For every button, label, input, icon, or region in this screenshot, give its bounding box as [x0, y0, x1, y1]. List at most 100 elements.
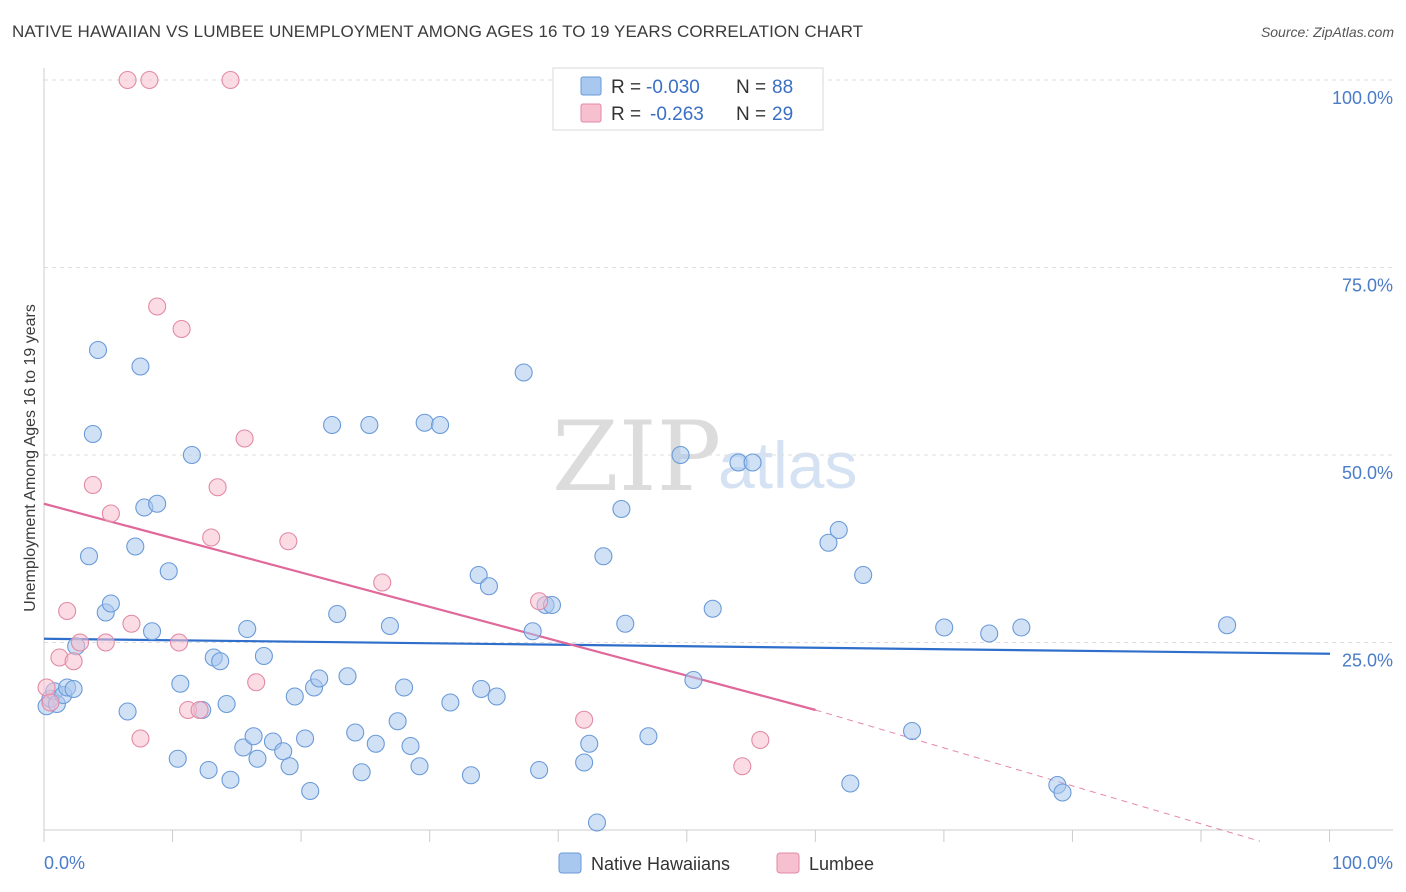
point-native-hawaiians-26 — [211, 652, 230, 671]
legend-swatch-lumbee — [580, 103, 602, 123]
point-native-hawaiians-85 — [980, 624, 999, 643]
point-native-hawaiians-14 — [126, 537, 145, 556]
point-lumbee-15 — [172, 319, 191, 339]
point-lumbee-19 — [208, 478, 227, 497]
legend-n-label-1: N = — [736, 104, 766, 125]
point-native-hawaiians-28 — [221, 770, 240, 789]
legend-n-value-0: 88 — [772, 77, 793, 98]
point-native-hawaiians-88 — [1053, 783, 1072, 802]
point-native-hawaiians-60 — [479, 577, 499, 596]
point-native-hawaiians-83 — [902, 721, 922, 741]
point-native-hawaiians-53 — [410, 757, 429, 776]
point-lumbee-25 — [530, 592, 549, 611]
bottom-legend-swatch-native-hawaiians — [558, 852, 582, 874]
point-lumbee-4 — [64, 652, 83, 671]
point-native-hawaiians-8 — [79, 547, 99, 566]
point-lumbee-10 — [122, 614, 141, 633]
point-native-hawaiians-73 — [639, 727, 658, 746]
point-lumbee-8 — [101, 504, 120, 523]
point-lumbee-5 — [70, 633, 90, 652]
point-native-hawaiians-17 — [142, 622, 162, 641]
point-native-hawaiians-20 — [168, 749, 187, 768]
point-native-hawaiians-64 — [530, 760, 549, 780]
point-native-hawaiians-35 — [274, 742, 293, 761]
source-label: Source: ZipAtlas.com — [1260, 24, 1394, 40]
point-native-hawaiians-39 — [301, 781, 320, 801]
legend-r-label-0: R = — [611, 77, 641, 98]
point-native-hawaiians-44 — [338, 667, 357, 686]
data-points — [37, 70, 1237, 832]
point-native-hawaiians-81 — [841, 774, 860, 793]
point-native-hawaiians-18 — [148, 494, 167, 513]
y-tick-label-2: 75.0% — [1342, 276, 1393, 296]
point-native-hawaiians-68 — [580, 734, 599, 753]
point-lumbee-9 — [118, 70, 137, 90]
point-native-hawaiians-30 — [238, 619, 257, 639]
point-native-hawaiians-37 — [285, 687, 304, 706]
point-lumbee-21 — [235, 429, 254, 448]
point-native-hawaiians-47 — [360, 415, 379, 435]
point-native-hawaiians-46 — [352, 763, 371, 782]
point-lumbee-6 — [83, 475, 102, 495]
point-native-hawaiians-9 — [83, 424, 102, 444]
point-native-hawaiians-86 — [1012, 618, 1031, 637]
point-native-hawaiians-31 — [244, 727, 263, 746]
point-native-hawaiians-24 — [199, 760, 218, 780]
point-lumbee-20 — [221, 70, 240, 90]
point-native-hawaiians-84 — [935, 618, 954, 637]
trend-line-0 — [43, 637, 1331, 655]
point-lumbee-14 — [169, 633, 189, 652]
point-native-hawaiians-61 — [487, 687, 506, 706]
point-native-hawaiians-69 — [587, 813, 607, 832]
point-native-hawaiians-50 — [388, 712, 407, 731]
point-native-hawaiians-21 — [171, 674, 190, 693]
legend-n-value-1: 29 — [772, 104, 793, 125]
point-native-hawaiians-19 — [159, 562, 178, 581]
point-native-hawaiians-62 — [514, 363, 533, 382]
point-lumbee-26 — [575, 710, 594, 729]
point-native-hawaiians-56 — [441, 693, 460, 712]
point-native-hawaiians-67 — [575, 753, 594, 772]
point-native-hawaiians-71 — [612, 499, 631, 519]
point-native-hawaiians-33 — [254, 646, 273, 666]
watermark-zip: ZIP — [552, 401, 721, 513]
point-native-hawaiians-41 — [310, 669, 329, 688]
point-native-hawaiians-59 — [472, 679, 491, 699]
y-tick-label-1: 50.0% — [1342, 463, 1393, 483]
point-native-hawaiians-6 — [64, 679, 83, 699]
point-lumbee-13 — [148, 297, 167, 316]
point-lumbee-24 — [373, 573, 392, 592]
point-native-hawaiians-27 — [217, 694, 236, 714]
point-native-hawaiians-15 — [131, 357, 150, 376]
trend-line-extension-1 — [815, 709, 1261, 842]
point-native-hawaiians-70 — [594, 547, 613, 566]
point-native-hawaiians-82 — [854, 565, 873, 585]
x-tick-label-1: 100.0% — [1332, 853, 1393, 873]
series-legend: Native Hawaiians Lumbee — [558, 852, 874, 874]
point-native-hawaiians-38 — [296, 729, 315, 748]
bottom-legend-label-native-hawaiians: Native Hawaiians — [591, 854, 730, 874]
point-native-hawaiians-72 — [616, 614, 635, 633]
point-native-hawaiians-75 — [684, 670, 703, 690]
x-tick-labels: 0.0% 100.0% — [44, 853, 1393, 873]
point-native-hawaiians-10 — [88, 340, 108, 360]
legend-r-label-1: R = — [611, 104, 641, 125]
y-axis-label: Unemployment Among Ages 16 to 19 years — [22, 304, 39, 612]
point-native-hawaiians-79 — [819, 533, 838, 552]
trendlines — [43, 502, 1331, 842]
point-native-hawaiians-89 — [1218, 616, 1237, 635]
point-native-hawaiians-22 — [182, 445, 201, 465]
point-native-hawaiians-45 — [346, 723, 365, 742]
point-native-hawaiians-52 — [401, 736, 420, 756]
point-native-hawaiians-54 — [415, 413, 434, 432]
legend-r-value-0: -0.030 — [646, 77, 700, 98]
bottom-legend-label-lumbee: Lumbee — [809, 854, 874, 874]
point-native-hawaiians-78 — [743, 453, 762, 472]
chart-title: NATIVE HAWAIIAN VS LUMBEE UNEMPLOYMENT A… — [12, 22, 864, 41]
y-tick-labels: 25.0% 50.0% 75.0% 100.0% — [1332, 88, 1393, 671]
point-native-hawaiians-43 — [328, 604, 347, 624]
point-lumbee-27 — [733, 757, 752, 776]
legend-r-value-1: -0.263 — [650, 104, 704, 125]
point-lumbee-23 — [279, 532, 298, 551]
